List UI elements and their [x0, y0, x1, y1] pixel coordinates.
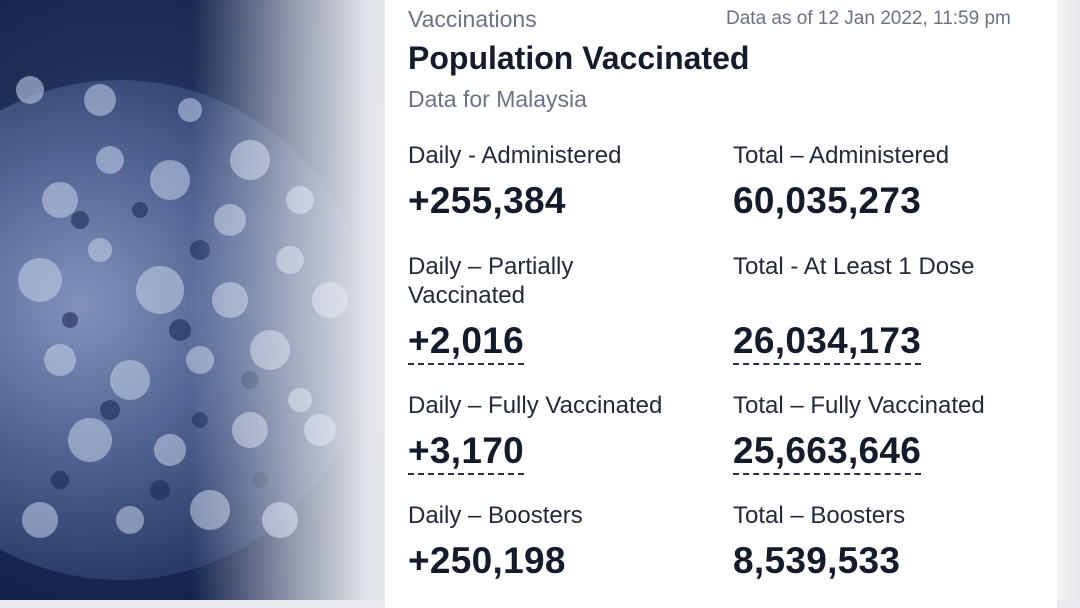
coronavirus-image — [0, 0, 400, 600]
total-administered-label: Total – Administered — [733, 142, 950, 169]
daily-full-label: Daily – Fully Vaccinated — [408, 392, 663, 419]
daily-administered-value: +255,384 — [408, 180, 566, 221]
daily-partial-value[interactable]: +2,016 — [408, 320, 524, 365]
daily-boosters-label: Daily – Boosters — [408, 502, 583, 529]
total-one-dose-label: Total - At Least 1 Dose — [733, 253, 975, 280]
image-fade — [0, 0, 400, 600]
section-label: Vaccinations — [408, 6, 537, 32]
daily-full-value[interactable]: +3,170 — [408, 430, 524, 475]
daily-administered-label: Daily - Administered — [408, 142, 622, 169]
vaccination-card — [385, 0, 1057, 608]
page-title: Population Vaccinated — [408, 40, 750, 76]
daily-partial-label-line2: Vaccinated — [408, 282, 525, 309]
total-boosters-label: Total – Boosters — [733, 502, 906, 529]
data-timestamp: Data as of 12 Jan 2022, 11:59 pm — [726, 8, 1011, 29]
daily-partial-label-line1: Daily – Partially — [408, 253, 574, 280]
total-one-dose-value[interactable]: 26,034,173 — [733, 320, 922, 365]
total-full-label: Total – Fully Vaccinated — [733, 392, 985, 419]
daily-boosters-value: +250,198 — [408, 540, 566, 581]
total-full-value[interactable]: 25,663,646 — [733, 430, 922, 475]
total-boosters-value: 8,539,533 — [733, 540, 901, 581]
right-edge — [1057, 0, 1080, 600]
page-subtitle: Data for Malaysia — [408, 86, 587, 112]
total-administered-value: 60,035,273 — [733, 180, 922, 221]
